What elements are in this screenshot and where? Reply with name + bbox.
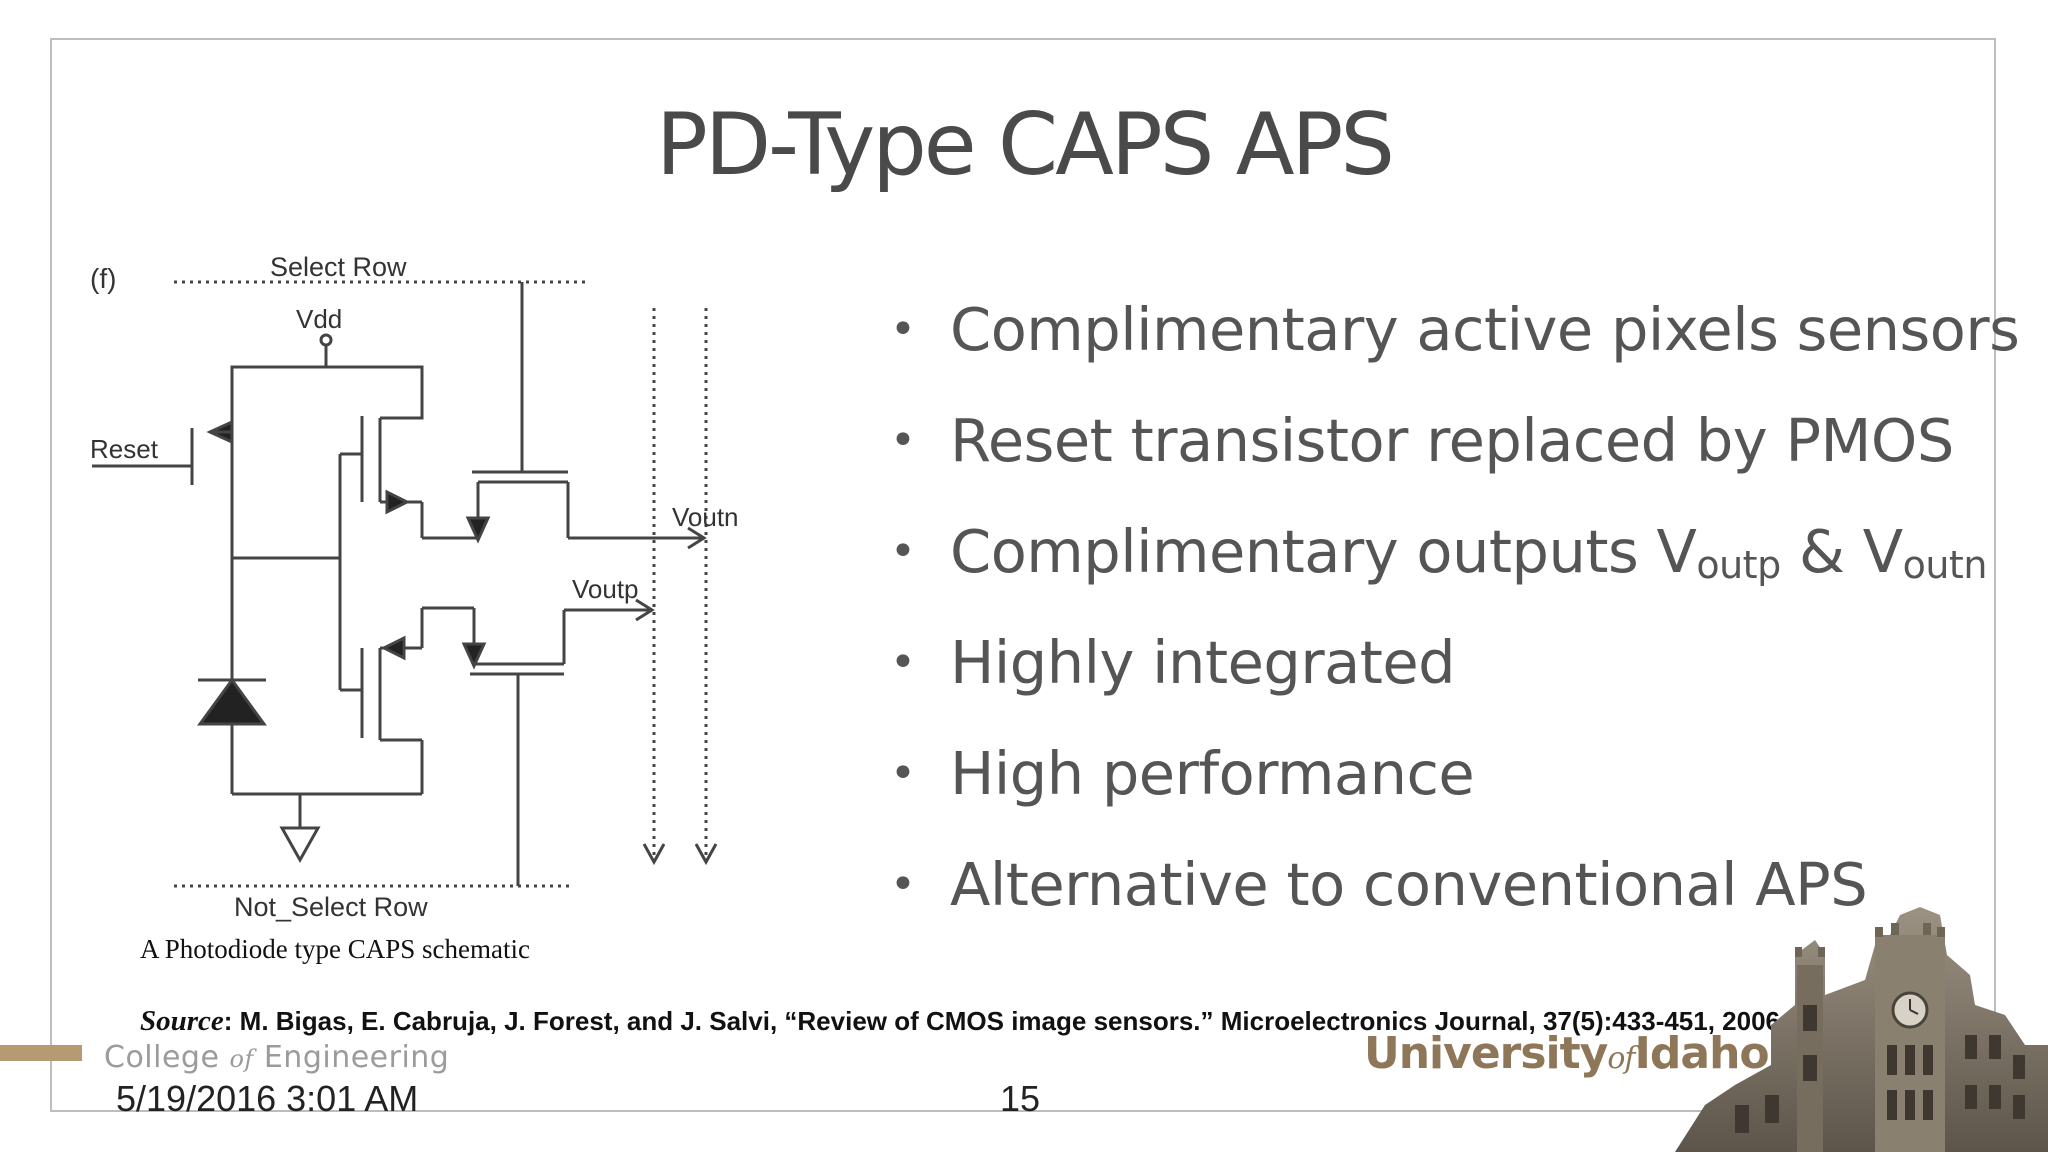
caps-schematic-diagram: (f) Select Row Vdd Reset Voutn Voutp Not… — [90, 252, 739, 922]
administration-building-image — [1675, 907, 2048, 1152]
voutp-label: Voutp — [572, 574, 639, 604]
bullet-dot: • — [890, 526, 916, 577]
source-citation: Source: M. Bigas, E. Cabruja, J. Forest,… — [140, 1005, 1780, 1038]
vdd-node — [319, 333, 333, 347]
bullet-item: • Reset transistor replaced by PMOS — [890, 393, 2019, 504]
ground-icon — [279, 826, 321, 864]
voutn-column-arrow — [694, 843, 718, 866]
bullet-item: • Alternative to conventional APS — [890, 837, 2019, 948]
bullet-dot: • — [890, 859, 916, 910]
not-select-arrow — [461, 642, 487, 670]
voutn-label: Voutn — [672, 502, 739, 532]
source-label: Source — [140, 1005, 224, 1037]
bullet-dot: • — [890, 748, 916, 799]
bullet-list: • Complimentary active pixels sensors • Re… — [890, 282, 2020, 948]
select-arrow — [465, 516, 491, 544]
bullet-item: • High performance — [890, 726, 2019, 837]
bullet-dot: • — [890, 304, 916, 355]
source-text: : M. Bigas, E. Cabruja, J. Forest, and J… — [223, 1006, 1781, 1036]
voutp-column-arrow — [642, 843, 666, 866]
slide-number: 15 — [1000, 1078, 1041, 1119]
bullet-item: • Complimentary outputs Voutp & Voutn — [890, 504, 2019, 615]
bullet-dot: • — [890, 637, 916, 688]
reset-label: Reset — [90, 434, 159, 464]
vdd-label: Vdd — [296, 304, 342, 334]
subscript-outn: outn — [1902, 543, 1988, 587]
photodiode-icon — [197, 677, 267, 726]
bullet-item: • Highly integrated — [890, 615, 2019, 726]
footer-accent-bar — [0, 1045, 82, 1061]
bullet-item: • Complimentary active pixels sensors — [890, 282, 2020, 393]
select-row-label: Select Row — [270, 252, 407, 282]
not-select-row-label: Not_Select Row — [234, 892, 428, 922]
slide-title: PD-Type CAPS APS — [655, 95, 1395, 195]
subscript-outp: outp — [1696, 543, 1781, 587]
slide-frame — [50, 38, 1996, 1112]
sf-n-arrow — [385, 489, 411, 515]
college-of-engineering-logo: College of Engineering — [104, 1040, 450, 1075]
university-of-idaho-logo: UniversityofIdaho — [1364, 1028, 1770, 1079]
slide-date: 5/19/2016 3:01 AM — [116, 1078, 419, 1119]
schematic-caption: A Photodiode type CAPS schematic — [140, 934, 530, 964]
sf-p-arrow — [380, 635, 406, 661]
panel-label: (f) — [90, 263, 116, 294]
bullet-dot: • — [890, 415, 916, 466]
